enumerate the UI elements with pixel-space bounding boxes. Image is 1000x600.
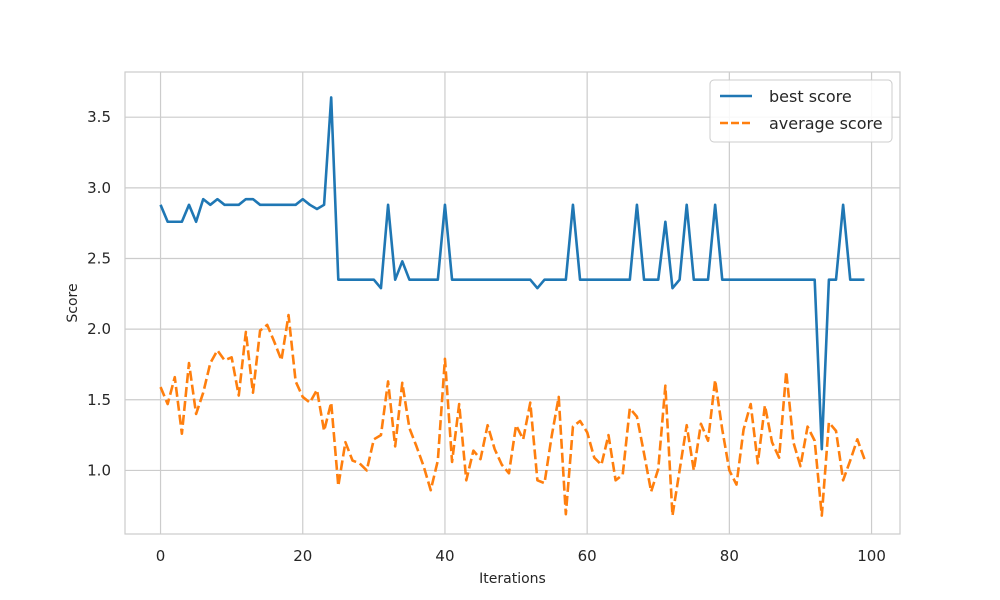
legend: best score average score xyxy=(709,79,893,143)
x-tick-label: 40 xyxy=(435,547,454,565)
y-tick-label: 1.0 xyxy=(87,461,111,479)
plot-frame xyxy=(124,71,901,535)
y-axis-label: Score xyxy=(65,283,81,322)
tick-labels: 0 20 40 60 80 100 1.0 1.5 2.0 2.5 3.0 3.5 xyxy=(87,108,886,565)
grid xyxy=(125,72,900,534)
series-line-best-score xyxy=(159,96,865,451)
legend-label-best-score: best score xyxy=(769,87,852,106)
x-tick-label: 60 xyxy=(578,547,597,565)
x-tick-label: 100 xyxy=(857,547,886,565)
series-line-average-score xyxy=(159,313,866,517)
series-lines xyxy=(159,96,866,517)
y-tick-label: 1.5 xyxy=(87,391,111,409)
y-tick-label: 2.0 xyxy=(87,320,111,338)
x-tick-label: 80 xyxy=(720,547,739,565)
legend-label-average-score: average score xyxy=(769,114,883,133)
x-axis-label: Iterations xyxy=(479,571,546,587)
y-tick-label: 2.5 xyxy=(87,249,111,267)
x-tick-label: 0 xyxy=(156,547,166,565)
legend-box xyxy=(709,79,893,143)
x-tick-label: 20 xyxy=(293,547,312,565)
y-tick-label: 3.5 xyxy=(87,108,111,126)
y-tick-label: 3.0 xyxy=(87,179,111,197)
